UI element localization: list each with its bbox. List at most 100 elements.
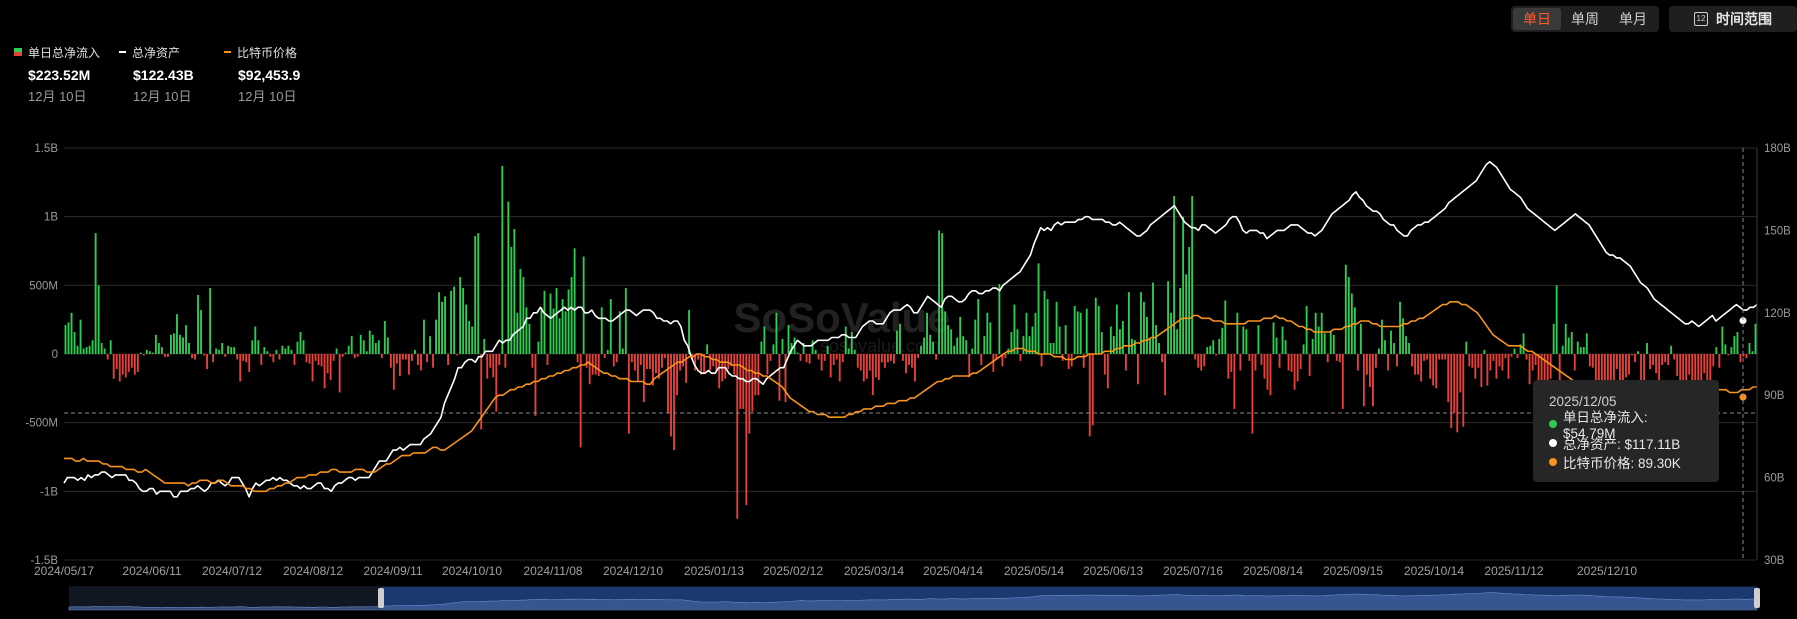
inflow-bar[interactable] xyxy=(877,354,880,381)
inflow-bar[interactable] xyxy=(594,354,597,375)
inflow-bar[interactable] xyxy=(371,334,374,354)
inflow-bar[interactable] xyxy=(1022,336,1025,354)
inflow-bar[interactable] xyxy=(1480,354,1483,387)
inflow-bar[interactable] xyxy=(326,354,329,374)
inflow-bar[interactable] xyxy=(1221,327,1224,354)
inflow-bar[interactable] xyxy=(676,354,678,396)
inflow-bar[interactable] xyxy=(618,311,621,354)
inflow-bar[interactable] xyxy=(1016,329,1019,354)
inflow-bar[interactable] xyxy=(1290,354,1293,372)
inflow-bar[interactable] xyxy=(1308,354,1311,376)
inflow-bar[interactable] xyxy=(570,277,573,354)
inflow-bar[interactable] xyxy=(1019,354,1022,361)
inflow-bar[interactable] xyxy=(1266,354,1269,390)
inflow-bar[interactable] xyxy=(1579,347,1582,354)
inflow-bar[interactable] xyxy=(350,336,353,354)
inflow-bar[interactable] xyxy=(775,312,778,354)
inflow-bar[interactable] xyxy=(847,348,850,354)
inflow-bar[interactable] xyxy=(748,354,751,434)
inflow-bar[interactable] xyxy=(1275,337,1278,354)
inflow-bar[interactable] xyxy=(926,312,928,354)
inflow-bar[interactable] xyxy=(1037,263,1040,354)
inflow-bar[interactable] xyxy=(380,354,383,359)
inflow-bar[interactable] xyxy=(1552,323,1555,354)
inflow-bar[interactable] xyxy=(880,354,883,363)
inflow-bar[interactable] xyxy=(1124,354,1127,371)
inflow-bar[interactable] xyxy=(552,308,555,354)
inflow-bar[interactable] xyxy=(444,296,447,354)
inflow-bar[interactable] xyxy=(742,354,745,409)
inflow-bar[interactable] xyxy=(432,354,434,368)
inflow-bar[interactable] xyxy=(401,354,404,360)
inflow-bar[interactable] xyxy=(841,354,844,363)
inflow-bar[interactable] xyxy=(368,330,371,354)
inflow-bar[interactable] xyxy=(718,354,721,389)
inflow-bar[interactable] xyxy=(1281,326,1284,354)
inflow-bar[interactable] xyxy=(1489,354,1492,371)
inflow-bar[interactable] xyxy=(648,354,651,370)
time-range-button[interactable]: 12 时间范围 xyxy=(1669,6,1797,32)
inflow-bar[interactable] xyxy=(1278,354,1281,368)
inflow-bar[interactable] xyxy=(1167,281,1169,354)
inflow-bar[interactable] xyxy=(1751,351,1754,354)
inflow-bar[interactable] xyxy=(1191,196,1194,354)
inflow-bar[interactable] xyxy=(965,340,968,354)
inflow-bar[interactable] xyxy=(477,233,480,354)
inflow-bar[interactable] xyxy=(133,354,136,375)
inflow-bar[interactable] xyxy=(522,277,525,354)
inflow-bar[interactable] xyxy=(185,325,187,354)
inflow-bar[interactable] xyxy=(389,354,392,368)
inflow-bar[interactable] xyxy=(266,351,269,354)
legend-item-btc[interactable]: 比特币价格 $92,453.9 12月 10日 xyxy=(224,44,329,105)
inflow-bar[interactable] xyxy=(856,354,859,368)
inflow-bar[interactable] xyxy=(908,354,910,365)
inflow-bar[interactable] xyxy=(447,354,450,365)
inflow-bar[interactable] xyxy=(1697,354,1700,403)
inflow-bar[interactable] xyxy=(115,354,118,370)
inflow-bar[interactable] xyxy=(1525,354,1528,360)
monthly-button[interactable]: 单月 xyxy=(1609,8,1657,30)
inflow-bar[interactable] xyxy=(1052,343,1055,354)
inflow-bar[interactable] xyxy=(1399,301,1401,354)
inflow-bar[interactable] xyxy=(1239,354,1242,371)
inflow-bar[interactable] xyxy=(281,345,284,354)
inflow-bar[interactable] xyxy=(645,354,648,370)
inflow-bar[interactable] xyxy=(1606,354,1609,400)
inflow-bar[interactable] xyxy=(1067,354,1070,370)
inflow-bar[interactable] xyxy=(148,351,151,354)
inflow-bar[interactable] xyxy=(1715,347,1718,354)
inflow-bar[interactable] xyxy=(501,165,504,354)
inflow-bar[interactable] xyxy=(1712,354,1715,367)
inflow-bar[interactable] xyxy=(1049,343,1052,354)
inflow-bar[interactable] xyxy=(269,354,272,357)
inflow-bar[interactable] xyxy=(1564,323,1567,354)
inflow-bar[interactable] xyxy=(124,354,127,378)
inflow-bar[interactable] xyxy=(1188,246,1191,354)
inflow-bar[interactable] xyxy=(1390,330,1392,354)
inflow-bar[interactable] xyxy=(911,354,913,368)
inflow-bar[interactable] xyxy=(1028,336,1031,354)
inflow-bar[interactable] xyxy=(1597,354,1600,387)
inflow-bar[interactable] xyxy=(540,307,543,354)
inflow-bar[interactable] xyxy=(784,354,787,403)
inflow-bar[interactable] xyxy=(227,345,230,354)
inflow-bar[interactable] xyxy=(1688,354,1691,375)
inflow-bar[interactable] xyxy=(251,340,254,354)
inflow-bar[interactable] xyxy=(844,326,847,354)
inflow-bar[interactable] xyxy=(1546,354,1549,389)
inflow-bar[interactable] xyxy=(971,348,974,354)
inflow-bar[interactable] xyxy=(1745,354,1748,359)
inflow-bar[interactable] xyxy=(1667,354,1670,365)
inflow-bar[interactable] xyxy=(112,354,115,379)
inflow-bar[interactable] xyxy=(639,354,642,365)
inflow-bar[interactable] xyxy=(1742,354,1745,357)
inflow-bar[interactable] xyxy=(1073,305,1076,354)
inflow-bar[interactable] xyxy=(248,354,251,372)
inflow-bar[interactable] xyxy=(573,248,576,354)
inflow-bar[interactable] xyxy=(1676,354,1679,376)
inflow-bar[interactable] xyxy=(935,354,938,360)
inflow-bar[interactable] xyxy=(103,348,106,354)
inflow-bar[interactable] xyxy=(176,314,178,354)
inflow-bar[interactable] xyxy=(1097,305,1100,354)
inflow-bar[interactable] xyxy=(980,354,983,365)
